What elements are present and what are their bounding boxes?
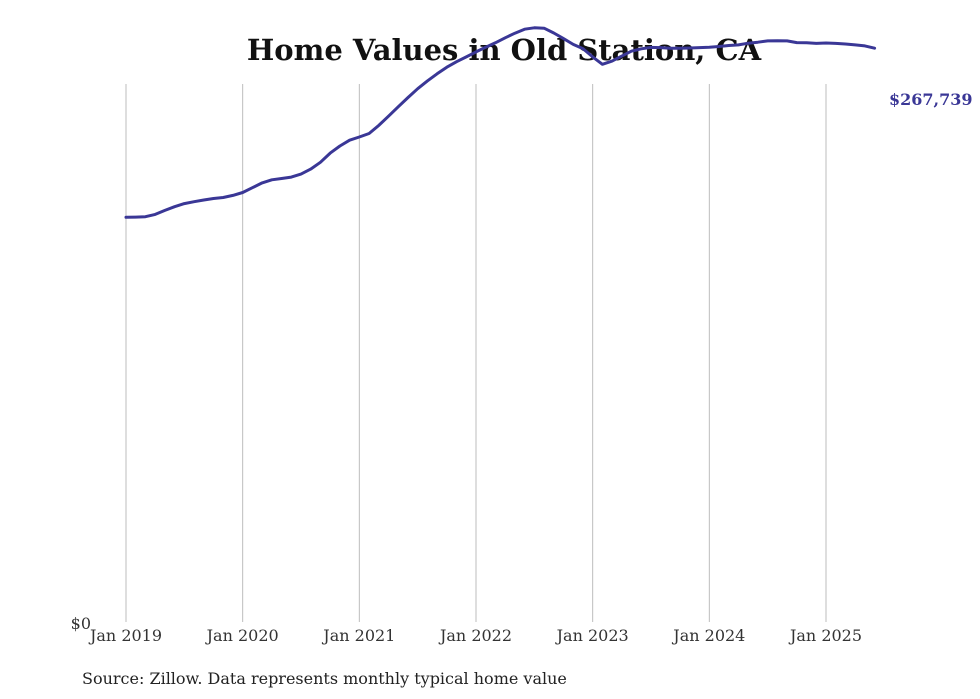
x-tick-label: Jan 2019 [88,626,162,645]
x-tick-label: Jan 2025 [788,626,862,645]
x-tick-label: Jan 2020 [205,626,279,645]
y-tick-label: $0 [71,614,91,633]
series [124,26,877,219]
series-line [124,26,877,219]
x-tick-label: Jan 2021 [321,626,395,645]
end-value-label: $267,739 [889,90,973,109]
x-axis-ticks: Jan 2019 Jan 2020 Jan 2021 Jan 2022 Jan 2023… [88,626,862,645]
x-tick-label: Jan 2023 [555,626,629,645]
grid-lines [125,84,827,622]
x-tick-label: Jan 2022 [438,626,512,645]
source-note: Source: Zillow. Data represents monthly … [82,669,567,688]
x-tick-label: Jan 2024 [671,626,745,645]
